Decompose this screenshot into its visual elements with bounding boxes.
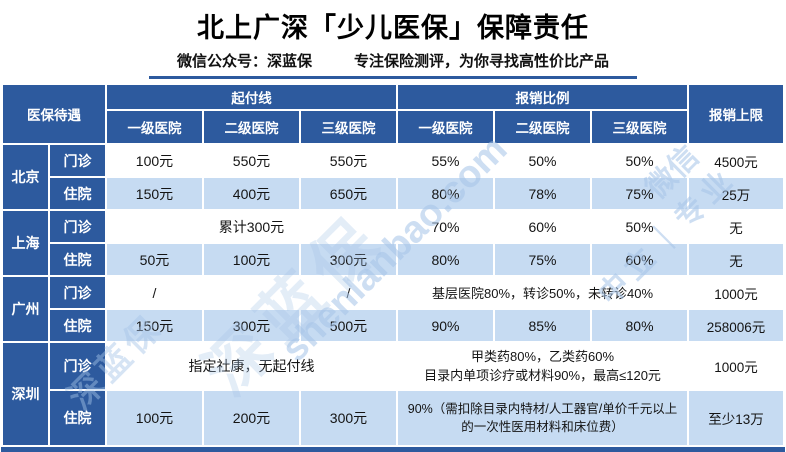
header-level-ratio-3: 三级医院 — [592, 111, 688, 143]
cell-gz-in-ratio-1: 90% — [398, 310, 493, 341]
visit-type-label: 门诊 — [49, 211, 105, 242]
cell-bj-out-cap: 4500元 — [689, 145, 784, 176]
cell-sz-in-ded-1: 100元 — [106, 391, 202, 445]
cell-gz-out-ded-2 — [203, 277, 299, 308]
sz-out-ratio-line-1: 甲类药80%，乙类药60% — [470, 348, 615, 364]
row-shanghai-outpatient: 上海 门诊 累计300元 70% 60% 50% 无 — [2, 211, 784, 275]
cell-sz-in-ded-3: 300元 — [300, 391, 396, 445]
tagline: 专注保险测评，为你寻找高性价比产品 — [354, 53, 610, 70]
row-beijing-outpatient: 北京 门诊 100元 550元 550元 55% 50% 50% 4500元 — [2, 145, 784, 209]
cell-sh-in-ratio-3: 60% — [592, 244, 688, 275]
cell-gz-in-ded-1: 150元 — [106, 310, 202, 341]
sz-out-ratio-line-2: 目录内单项诊疗或材料90%，最高≤120元 — [424, 368, 661, 383]
visit-type-label: 住院 — [49, 310, 105, 341]
cell-gz-in-ded-3: 500元 — [300, 310, 396, 341]
cell-gz-out-ded-1: / — [106, 277, 202, 308]
cell-sh-out-ded-merged: 累计300元 — [106, 211, 396, 242]
row-shenzhen-inpatient: 住院 100元 200元 300元 90%（需扣除目录内特材/人工器官/单价千元… — [3, 391, 784, 445]
cell-bj-out-ded-1: 100元 — [106, 145, 202, 176]
cell-sz-in-ratio-merged: 90%（需扣除目录内特材/人工器官/单价千元以上的一次性医用材料和床位费） — [398, 391, 688, 445]
cell-sh-in-ded-3: 300元 — [300, 244, 396, 275]
cell-sh-in-ded-2: 100元 — [203, 244, 299, 275]
city-guangzhou: 广州 — [2, 277, 48, 341]
cell-gz-in-ratio-3: 80% — [592, 310, 688, 341]
cell-gz-in-cap: 258006元 — [689, 310, 784, 341]
cell-bj-in-ratio-2: 78% — [495, 178, 590, 209]
cell-gz-in-ratio-2: 85% — [495, 310, 590, 341]
city-beijing: 北京 — [2, 145, 48, 209]
cell-bj-out-ratio-1: 55% — [398, 145, 493, 176]
cell-bj-in-ded-2: 400元 — [203, 178, 299, 209]
cell-sh-in-ratio-1: 80% — [398, 244, 493, 275]
cell-sz-in-ded-2: 200元 — [203, 391, 299, 445]
row-beijing-inpatient: 住院 150元 400元 650元 80% 78% 75% 25万 — [3, 178, 784, 209]
cell-sh-in-ded-1: 50元 — [106, 244, 202, 275]
header-cap: 报销上限 — [689, 85, 784, 143]
cell-gz-out-ded-3: / — [300, 277, 396, 308]
cell-bj-in-ratio-3: 75% — [592, 178, 688, 209]
cell-bj-in-ded-3: 650元 — [300, 178, 396, 209]
cell-bj-out-ded-2: 550元 — [203, 145, 299, 176]
cell-sh-out-cap: 无 — [689, 211, 784, 242]
wechat-account-label: 微信公众号：深蓝保 — [176, 53, 312, 70]
cell-bj-out-ratio-3: 50% — [592, 145, 688, 176]
cell-bj-in-cap: 25万 — [689, 178, 784, 209]
cell-gz-in-ded-2: 300元 — [203, 310, 299, 341]
cell-sh-in-cap: 无 — [689, 244, 784, 275]
visit-type-label: 门诊 — [49, 343, 105, 389]
header-level-ded-1: 一级医院 — [106, 111, 202, 143]
cell-bj-in-ded-1: 150元 — [106, 178, 202, 209]
row-shanghai-inpatient: 住院 50元 100元 300元 80% 75% 60% 无 — [3, 244, 784, 275]
divider-line — [149, 76, 637, 79]
header-level-ded-2: 二级医院 — [203, 111, 299, 143]
cell-gz-out-ratio-merged: 基层医院80%，转诊50%，未转诊40% — [398, 277, 688, 308]
header-deductible-group: 起付线 — [106, 85, 396, 109]
header-ratio-group: 报销比例 — [398, 85, 688, 109]
visit-type-label: 门诊 — [49, 145, 105, 176]
visit-type-label: 住院 — [49, 391, 105, 445]
page-title: 北上广深「少儿医保」保障责任 — [197, 13, 589, 43]
cell-sh-in-ratio-2: 75% — [495, 244, 590, 275]
cell-sh-out-ratio-1: 70% — [398, 211, 493, 242]
benefits-table: 医保待遇 起付线 报销比例 报销上限 一级医院 二级医院 三级医院 一级医院 二… — [0, 83, 786, 452]
cell-bj-out-ded-3: 550元 — [300, 145, 396, 176]
header-level-ratio-1: 一级医院 — [398, 111, 493, 143]
city-shanghai: 上海 — [2, 211, 48, 275]
cell-bj-out-ratio-2: 50% — [495, 145, 590, 176]
visit-type-label: 住院 — [49, 178, 105, 209]
cell-sh-out-ratio-2: 60% — [495, 211, 590, 242]
header-level-ratio-2: 二级医院 — [495, 111, 590, 143]
subtitle: 微信公众号：深蓝保 专注保险测评，为你寻找高性价比产品 — [0, 50, 786, 71]
city-shenzhen: 深圳 — [2, 343, 48, 445]
header-treatment: 医保待遇 — [2, 85, 105, 143]
cell-sh-out-ratio-3: 50% — [592, 211, 688, 242]
cell-gz-out-cap: 1000元 — [689, 277, 784, 308]
row-shenzhen-outpatient: 深圳 门诊 指定社康，无起付线 甲类药80%，乙类药60% 目录内单项诊疗或材料… — [2, 343, 784, 445]
row-guangzhou-inpatient: 住院 150元 300元 500元 90% 85% 80% 258006元 — [3, 310, 784, 341]
row-guangzhou-outpatient: 广州 门诊 / / 基层医院80%，转诊50%，未转诊40% 1000元 — [2, 277, 784, 341]
cell-sz-in-cap: 至少13万 — [689, 391, 784, 445]
cell-sz-out-ratio-merged: 甲类药80%，乙类药60% 目录内单项诊疗或材料90%，最高≤120元 — [398, 343, 688, 389]
cell-sz-out-cap: 1000元 — [689, 343, 784, 389]
visit-type-label: 门诊 — [49, 277, 105, 308]
visit-type-label: 住院 — [49, 244, 105, 275]
cell-sz-out-ded-merged: 指定社康，无起付线 — [106, 343, 396, 389]
cell-bj-in-ratio-1: 80% — [398, 178, 493, 209]
header-level-ded-3: 三级医院 — [300, 111, 396, 143]
